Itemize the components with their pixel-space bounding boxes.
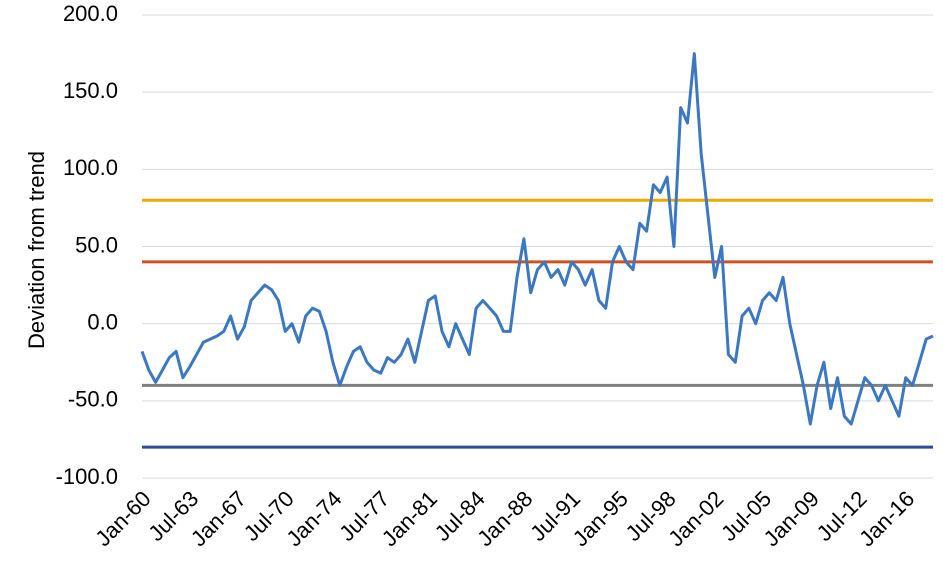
x-tick-label: Jan-95 xyxy=(568,486,633,551)
x-tick-label: Jan-74 xyxy=(281,486,346,551)
x-tick-label: Jan-09 xyxy=(759,486,824,551)
x-tick-label: Jan-81 xyxy=(377,486,442,551)
x-tick-label: Jan-67 xyxy=(186,486,251,551)
y-tick-label: 0.0 xyxy=(87,309,118,334)
y-tick-label: -100.0 xyxy=(56,464,118,489)
y-tick-label: -50.0 xyxy=(68,387,118,412)
x-tick-label: Jan-60 xyxy=(90,486,155,551)
x-tick-label: Jan-16 xyxy=(854,486,919,551)
x-tick-label: Jan-02 xyxy=(663,486,728,551)
data-line xyxy=(140,52,934,426)
y-tick-label: 100.0 xyxy=(63,155,118,180)
y-axis-label: Deviation from trend xyxy=(24,151,49,349)
y-tick-label: 50.0 xyxy=(75,232,118,257)
x-tick-label: Jan-88 xyxy=(472,486,537,551)
y-tick-label: 150.0 xyxy=(63,78,118,103)
y-tick-label: 200.0 xyxy=(63,1,118,26)
